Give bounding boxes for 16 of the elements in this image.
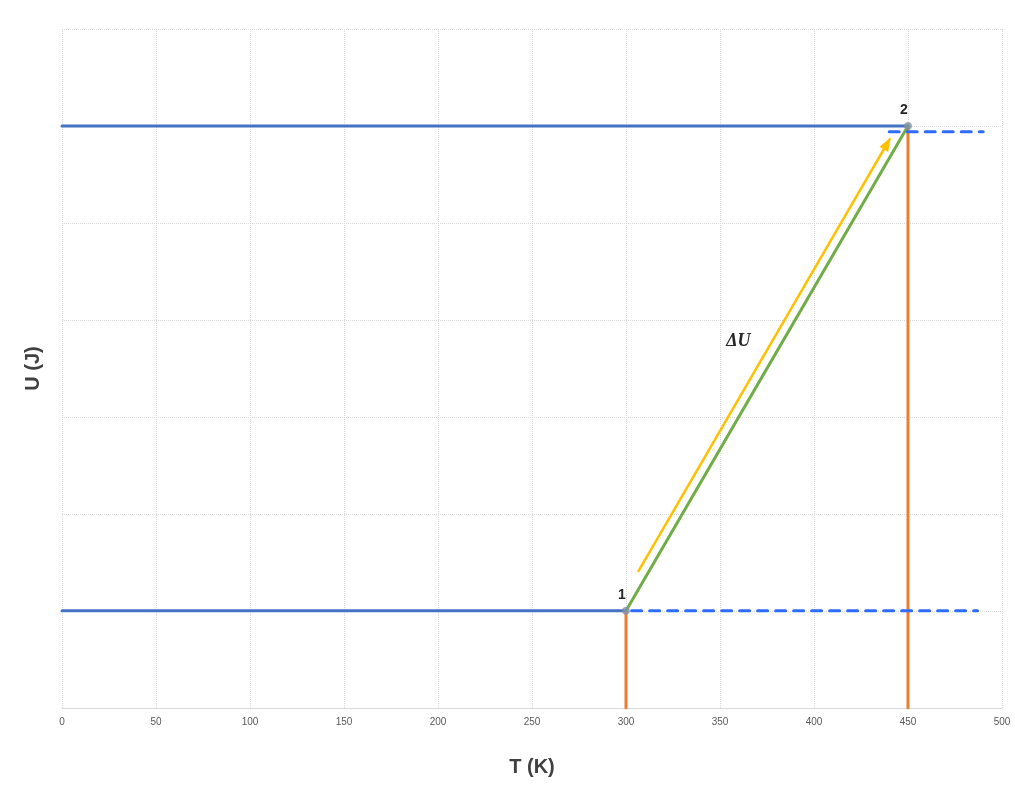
annotation: 2 [900, 101, 909, 117]
y-axis-title: U (J) [21, 346, 43, 391]
x-axis-title: T (K) [509, 755, 555, 777]
x-tick-label: 350 [711, 715, 729, 727]
x-tick-label: 0 [59, 715, 66, 727]
x-tick-label: 50 [150, 715, 162, 727]
x-tick-label: 300 [617, 715, 635, 727]
x-tick-label: 250 [523, 715, 541, 727]
x-tick-label: 100 [241, 715, 259, 727]
x-tick-label: 400 [805, 715, 823, 727]
x-tick-label: 500 [993, 715, 1011, 727]
annotation: ΔU [725, 330, 752, 351]
annotation: 1 [618, 585, 627, 602]
x-tick-label: 450 [899, 715, 917, 727]
x-tick-label: 200 [429, 715, 447, 727]
x-tick-label: 150 [335, 715, 353, 727]
